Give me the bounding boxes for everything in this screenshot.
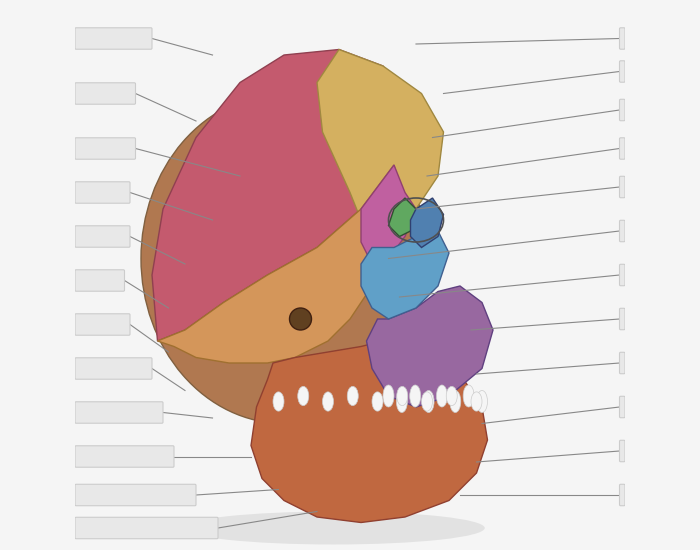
Ellipse shape	[273, 392, 284, 411]
Ellipse shape	[323, 392, 333, 411]
FancyBboxPatch shape	[620, 28, 625, 49]
Polygon shape	[251, 341, 487, 522]
Ellipse shape	[372, 392, 383, 411]
FancyBboxPatch shape	[620, 352, 625, 374]
FancyBboxPatch shape	[620, 60, 625, 82]
Ellipse shape	[471, 392, 482, 411]
Circle shape	[290, 308, 312, 330]
FancyBboxPatch shape	[75, 402, 163, 424]
FancyBboxPatch shape	[75, 28, 152, 49]
Polygon shape	[389, 198, 416, 236]
FancyBboxPatch shape	[620, 176, 625, 197]
Ellipse shape	[383, 385, 394, 407]
Ellipse shape	[298, 386, 309, 405]
Polygon shape	[361, 231, 449, 319]
FancyBboxPatch shape	[75, 226, 130, 248]
FancyBboxPatch shape	[75, 517, 218, 539]
FancyBboxPatch shape	[620, 220, 625, 242]
FancyBboxPatch shape	[75, 358, 152, 379]
Polygon shape	[317, 50, 444, 248]
Ellipse shape	[450, 390, 461, 412]
FancyBboxPatch shape	[620, 265, 625, 286]
Ellipse shape	[423, 390, 434, 412]
FancyBboxPatch shape	[620, 99, 625, 120]
Ellipse shape	[477, 390, 487, 412]
Ellipse shape	[463, 385, 474, 407]
FancyBboxPatch shape	[620, 440, 625, 462]
FancyBboxPatch shape	[75, 82, 136, 104]
FancyBboxPatch shape	[620, 308, 625, 330]
Ellipse shape	[182, 512, 484, 544]
Polygon shape	[367, 286, 493, 407]
Ellipse shape	[397, 386, 407, 405]
Ellipse shape	[436, 385, 447, 407]
Polygon shape	[152, 50, 405, 341]
Ellipse shape	[396, 390, 407, 412]
FancyBboxPatch shape	[75, 446, 174, 467]
Ellipse shape	[447, 386, 457, 405]
FancyBboxPatch shape	[75, 314, 130, 336]
Ellipse shape	[141, 94, 427, 424]
FancyBboxPatch shape	[620, 396, 625, 418]
FancyBboxPatch shape	[620, 484, 625, 506]
Ellipse shape	[347, 386, 358, 405]
Polygon shape	[361, 165, 416, 264]
Polygon shape	[410, 198, 444, 248]
Polygon shape	[158, 165, 405, 363]
FancyBboxPatch shape	[75, 270, 125, 292]
Ellipse shape	[421, 392, 433, 411]
FancyBboxPatch shape	[75, 182, 130, 203]
FancyBboxPatch shape	[620, 138, 625, 160]
Ellipse shape	[410, 385, 421, 407]
FancyBboxPatch shape	[75, 138, 136, 160]
FancyBboxPatch shape	[75, 484, 196, 506]
